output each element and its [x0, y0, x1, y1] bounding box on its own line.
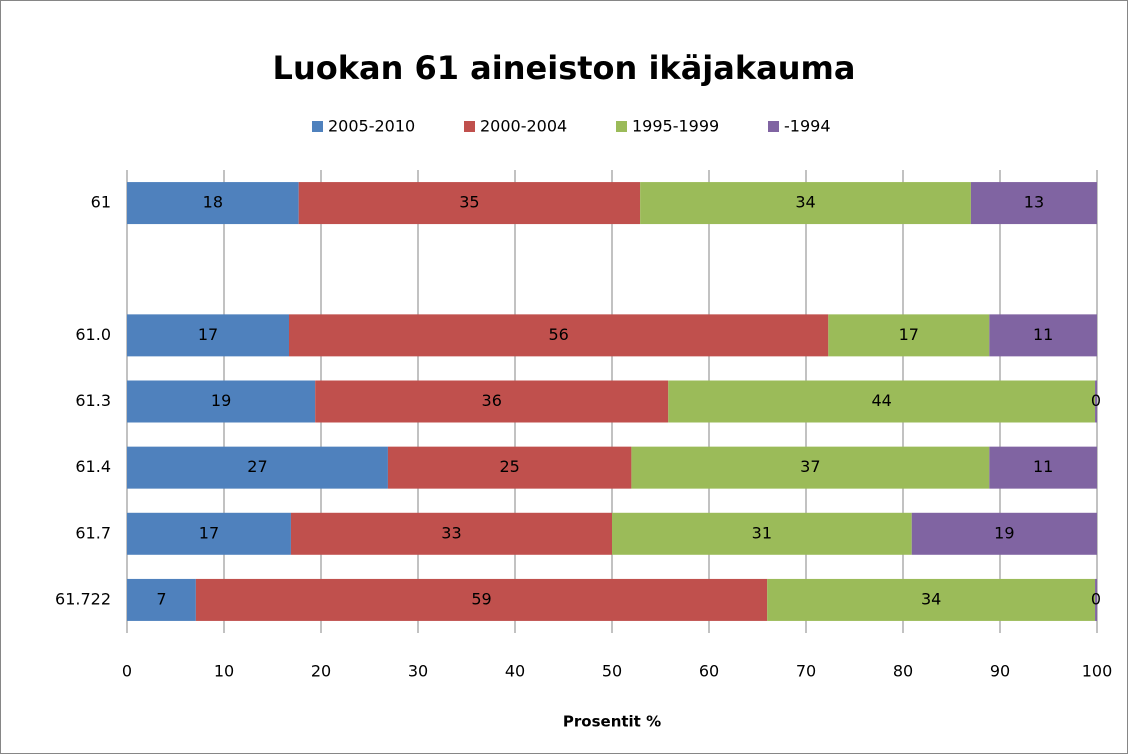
x-tick-label: 90: [990, 662, 1010, 681]
data-label: 7: [156, 589, 166, 608]
y-tick-label: 61.0: [75, 325, 111, 344]
bar-segment: [298, 182, 641, 225]
data-label: 18: [203, 193, 223, 212]
data-label: 44: [871, 391, 891, 410]
x-tick-label: 60: [699, 662, 719, 681]
bar-segment: [127, 578, 196, 621]
x-tick-label: 30: [408, 662, 428, 681]
data-label: 0: [1091, 589, 1101, 608]
legend-label: 1995-1999: [632, 117, 719, 136]
x-axis-label: Prosentit %: [563, 713, 661, 731]
data-label: 36: [482, 391, 502, 410]
x-tick-label: 80: [893, 662, 913, 681]
bar-segment: [911, 512, 1097, 555]
data-label: 33: [441, 523, 461, 542]
bar-segment: [631, 446, 990, 489]
bar-segment: [767, 578, 1096, 621]
data-label: 25: [499, 457, 519, 476]
bar-segment: [195, 578, 768, 621]
data-label: 56: [548, 325, 568, 344]
data-label: 34: [921, 589, 941, 608]
x-tick-label: 70: [796, 662, 816, 681]
x-tick-label: 10: [214, 662, 234, 681]
y-tick-label: 61: [91, 193, 111, 212]
bar-segment: [828, 314, 990, 357]
bar-segment: [288, 314, 829, 357]
bar-segment: [127, 182, 299, 225]
data-label: 59: [471, 589, 491, 608]
bar-segment: [989, 446, 1097, 489]
data-label: 35: [459, 193, 479, 212]
data-label: 17: [198, 325, 218, 344]
bar-segment: [290, 512, 612, 555]
data-label: 34: [795, 193, 815, 212]
y-tick-label: 61.722: [55, 589, 111, 608]
data-label: 0: [1091, 391, 1101, 410]
data-label: 11: [1033, 325, 1053, 344]
chart-title: Luokan 61 aineiston ikäjakauma: [273, 49, 856, 87]
x-tick-label: 50: [602, 662, 622, 681]
data-label: 13: [1024, 193, 1044, 212]
y-tick-label: 61.3: [75, 391, 111, 410]
bar-segment: [127, 512, 291, 555]
bar-segment: [387, 446, 632, 489]
bar-segment: [1095, 380, 1097, 423]
legend-label: -1994: [784, 117, 831, 136]
legend-swatch: [464, 121, 475, 132]
legend-swatch: [768, 121, 779, 132]
bar-segment: [640, 182, 971, 225]
x-tick-label: 0: [122, 662, 132, 681]
legend-label: 2005-2010: [328, 117, 415, 136]
legend-swatch: [616, 121, 627, 132]
data-label: 27: [247, 457, 267, 476]
y-tick-label: 61.7: [75, 523, 111, 542]
data-label: 37: [800, 457, 820, 476]
bar-segment: [1095, 578, 1097, 621]
legend-label: 2000-2004: [480, 117, 567, 136]
x-tick-label: 100: [1082, 662, 1113, 681]
data-label: 31: [752, 523, 772, 542]
legend-swatch: [312, 121, 323, 132]
bar-segment: [970, 182, 1097, 225]
bar-segment: [612, 512, 912, 555]
x-tick-label: 40: [505, 662, 525, 681]
data-label: 19: [211, 391, 231, 410]
data-label: 17: [899, 325, 919, 344]
data-label: 19: [994, 523, 1014, 542]
bar-segment: [315, 380, 669, 423]
data-label: 17: [199, 523, 219, 542]
data-label: 11: [1033, 457, 1053, 476]
x-tick-label: 20: [311, 662, 331, 681]
bar-segment: [668, 380, 1096, 423]
bar-segment: [127, 314, 289, 357]
y-tick-label: 61.4: [75, 457, 111, 476]
bar-segment: [989, 314, 1097, 357]
bar-segment: [127, 446, 388, 489]
bar-segment: [127, 380, 316, 423]
